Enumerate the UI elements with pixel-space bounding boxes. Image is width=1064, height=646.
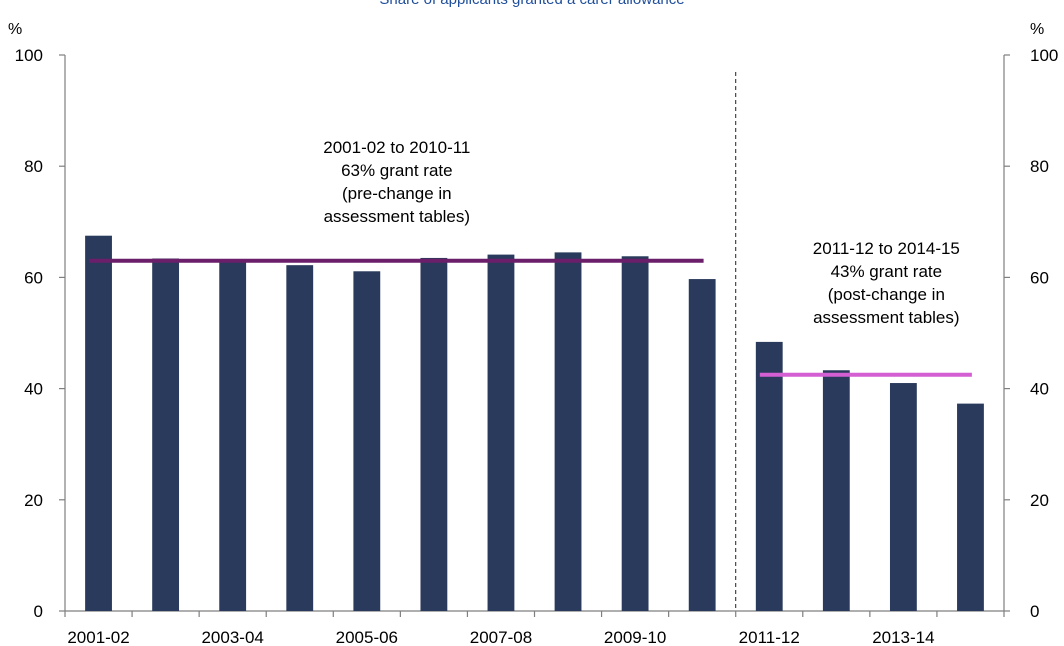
- bar-2010-11: [688, 279, 716, 611]
- x-tick-label: 2009-10: [604, 628, 666, 646]
- x-tick-label: 2007-08: [470, 628, 532, 646]
- bar-2013-14: [889, 383, 917, 611]
- x-tick-label: 2011-12: [739, 628, 800, 646]
- bar-2003-04: [219, 259, 247, 611]
- annotation-line: 2011-12 to 2014-15: [813, 239, 960, 258]
- annotation-line: (post-change in: [828, 285, 945, 304]
- annotation-line: assessment tables): [813, 308, 959, 327]
- y-tick-label-left: 100: [15, 46, 43, 65]
- y-tick-label-left: 60: [24, 268, 43, 287]
- chart-title: Share of applicants granted a carer allo…: [379, 0, 684, 8]
- annotation-line: 2001-02 to 2010-11: [323, 138, 470, 157]
- y-tick-label-right: 100: [1030, 46, 1058, 65]
- y-tick-label-right: 80: [1030, 157, 1049, 176]
- bar-2005-06: [353, 271, 381, 611]
- bar-2011-12: [755, 341, 783, 611]
- bar-2012-13: [822, 370, 850, 611]
- y-tick-label-right: 40: [1030, 380, 1049, 399]
- y-tick-label-right: 60: [1030, 268, 1049, 287]
- bar-2001-02: [85, 235, 112, 611]
- annotation-1: 2001-02 to 2010-11 63% grant rate (pre-cha…: [323, 138, 470, 226]
- annotation-line: assessment tables): [324, 207, 470, 226]
- x-tick-label: 2001-02: [67, 628, 129, 646]
- bar-2014-15: [957, 403, 984, 611]
- bar-2008-09: [554, 252, 582, 611]
- y-tick-label-left: 20: [24, 491, 43, 510]
- x-tick-label: 2003-04: [201, 628, 263, 646]
- x-tick-label: 2013-14: [872, 628, 934, 646]
- y-unit-right: %: [1030, 21, 1044, 38]
- y-tick-label-left: 0: [34, 602, 43, 621]
- bar-2007-08: [487, 254, 515, 611]
- annotation-2: 2011-12 to 2014-15 43% grant rate (post-ch…: [813, 239, 960, 327]
- bar-2009-10: [621, 256, 649, 611]
- x-tick-label: 2005-06: [336, 628, 398, 646]
- y-tick-label-right: 20: [1030, 491, 1049, 510]
- bar-2002-03: [152, 258, 180, 611]
- y-tick-label-right: 0: [1030, 602, 1039, 621]
- y-unit-left: %: [8, 21, 22, 38]
- annotation-line: 63% grant rate: [341, 161, 453, 180]
- bar-2004-05: [286, 265, 314, 611]
- annotation-line: (pre-change in: [342, 184, 452, 203]
- bar-2006-07: [420, 257, 448, 611]
- y-tick-label-left: 40: [24, 380, 43, 399]
- annotation-line: 43% grant rate: [831, 262, 943, 281]
- y-tick-label-left: 80: [24, 157, 43, 176]
